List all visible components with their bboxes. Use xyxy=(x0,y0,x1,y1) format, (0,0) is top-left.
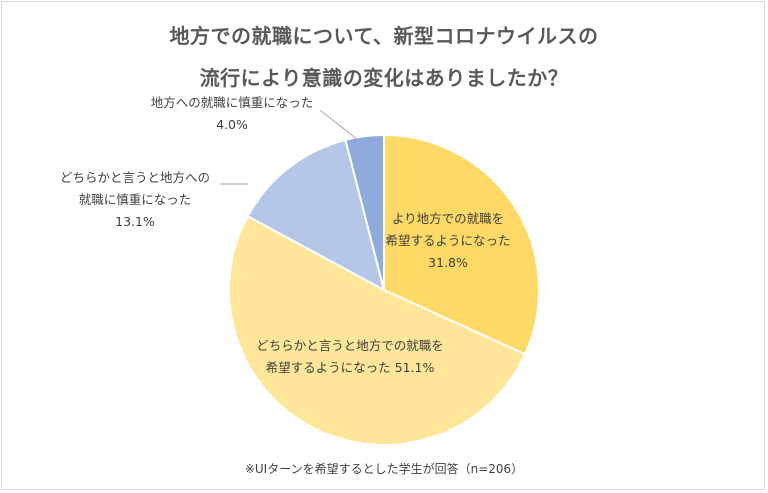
slice-1-label-line-3: 31.8% xyxy=(428,255,468,270)
chart-footnote: ※UIターンを希望するとした学生が回答（n=206） xyxy=(244,462,524,476)
slice-2-label-line-1: どちらかと言うと地方での就職を xyxy=(256,338,444,353)
pie-slice-2 xyxy=(228,214,527,446)
slice-2-label-line-2: 希望するようになった 51.1% xyxy=(266,360,435,375)
slice-4-label-line-2: 4.0% xyxy=(216,117,248,132)
slice-1-label-line-2: 希望するようになった xyxy=(385,233,510,248)
slice-3-label-line-1: どちらかと言うと地方への xyxy=(60,170,210,185)
slice-4-label-line-1: 地方への就職に慎重になった xyxy=(151,95,314,110)
chart-title-line-1: 地方での就職について、新型コロナウイルスの xyxy=(169,24,599,48)
pie-slice-1 xyxy=(383,133,540,356)
slice-1-label-line-1: より地方での就職を xyxy=(392,211,504,226)
slice-3-label-line-3: 13.1% xyxy=(115,214,155,229)
slice-3-label-line-2: 就職に慎重になった xyxy=(79,192,192,207)
slice-4-leader-line xyxy=(319,109,359,141)
pie-slice-3 xyxy=(246,138,386,292)
pie-slice-4 xyxy=(344,133,385,291)
chart-title-line-2: 流行により意識の変化はありましたか？ xyxy=(199,66,569,90)
